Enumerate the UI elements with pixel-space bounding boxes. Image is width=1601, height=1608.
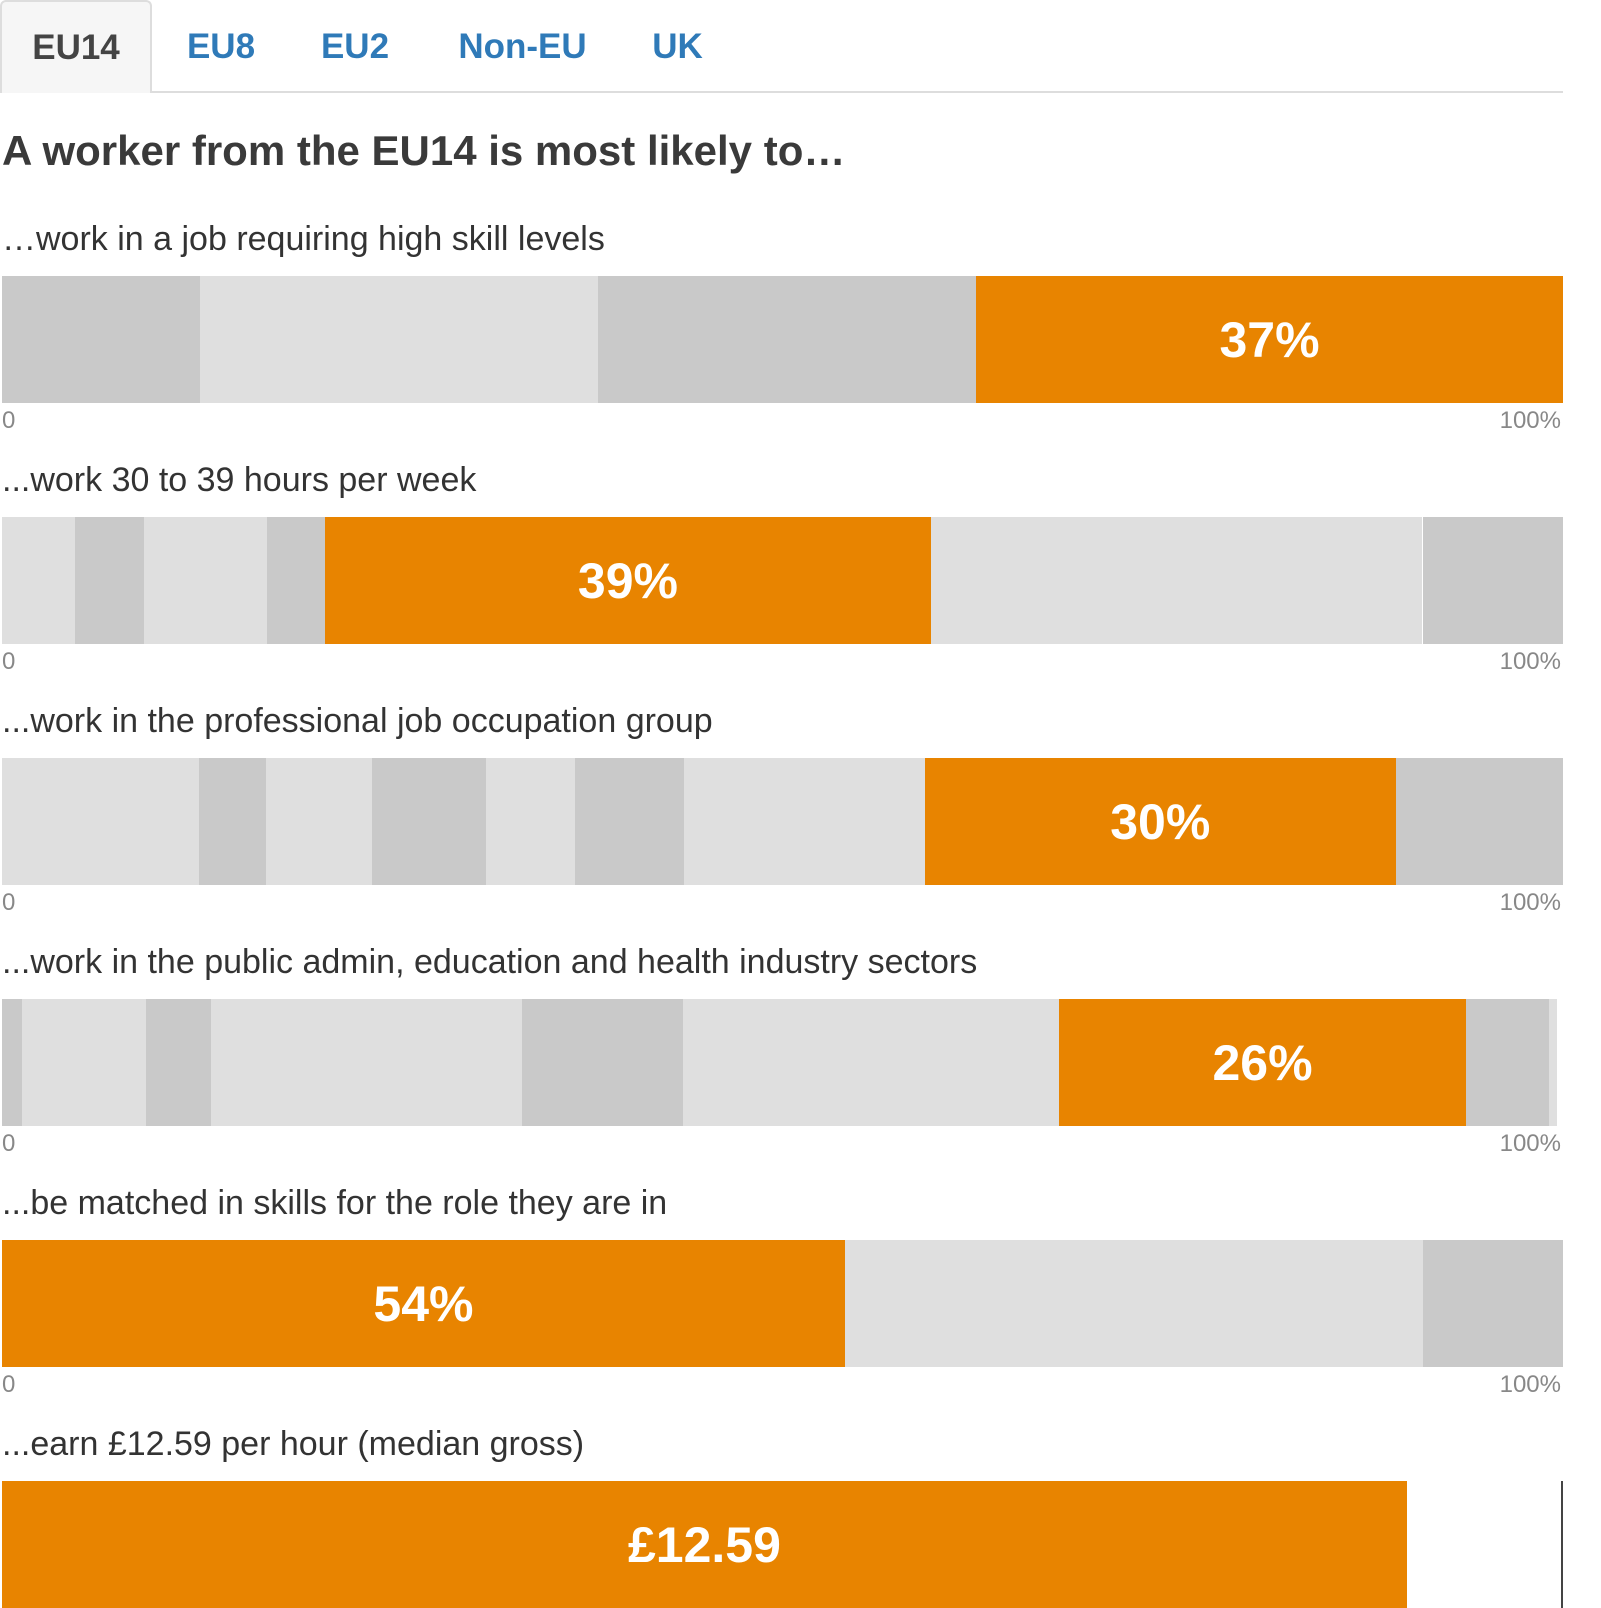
grey-segment	[2, 517, 76, 644]
tab-uk[interactable]: UK	[652, 26, 703, 66]
grey-segment	[75, 517, 145, 644]
scale-end-line	[1561, 1481, 1563, 1608]
row-label: …work in a job requiring high skill leve…	[2, 220, 605, 258]
stacked-bar: 39%	[2, 517, 1563, 644]
tab-eu8[interactable]: EU8	[186, 26, 256, 66]
stacked-bar: 37%	[2, 276, 1563, 403]
highlight-segment: 39%	[325, 517, 931, 644]
axis-max-label: 100%	[1499, 1371, 1561, 1398]
tab-eu2[interactable]: EU2	[320, 26, 390, 66]
grey-segment	[371, 758, 486, 885]
grey-segment	[1422, 517, 1563, 644]
grey-segment	[1466, 999, 1549, 1126]
grey-segment	[198, 758, 266, 885]
segment-value-label: 26%	[1212, 1034, 1313, 1091]
stacked-bar: 30%	[2, 758, 1563, 885]
grey-segment	[1548, 999, 1557, 1126]
grey-segment	[598, 276, 977, 403]
axis-min-label: 0	[2, 889, 16, 916]
tab-non-eu[interactable]: Non-EU	[458, 26, 587, 66]
grey-segment	[574, 758, 685, 885]
highlight-segment: 37%	[976, 276, 1563, 403]
grey-segment	[211, 999, 522, 1126]
grey-segment	[844, 1240, 1423, 1367]
stacked-bar: 54%	[2, 1240, 1563, 1367]
grey-segment	[485, 758, 575, 885]
grey-segment	[1395, 758, 1563, 885]
segment-value-label: £12.59	[627, 1516, 781, 1573]
tab-eu14[interactable]: EU14	[0, 0, 152, 93]
highlight-segment: 30%	[924, 758, 1396, 885]
grey-segment	[267, 517, 326, 644]
grey-segment	[144, 517, 268, 644]
segment-value-label: 54%	[373, 1275, 474, 1332]
axis-min-label: 0	[2, 648, 16, 675]
segment-value-label: 37%	[1219, 311, 1320, 368]
axis-max-label: 100%	[1499, 648, 1561, 675]
row-label: ...work in the public admin, education a…	[2, 943, 978, 981]
highlight-segment: £12.59	[2, 1481, 1407, 1608]
grey-segment	[265, 758, 372, 885]
axis-max-label: 100%	[1499, 1130, 1561, 1157]
grey-segment	[930, 517, 1423, 644]
grey-segment	[2, 276, 201, 403]
axis-min-label: 0	[2, 1130, 16, 1157]
grey-segment	[1422, 1240, 1563, 1367]
axis-min-label: 0	[2, 1371, 16, 1398]
highlight-segment: 54%	[2, 1240, 845, 1367]
region-tabs: EU14 EU8 EU2 Non-EU UK	[0, 0, 1563, 93]
chart-heading: A worker from the EU14 is most likely to…	[2, 127, 846, 174]
grey-segment	[145, 999, 212, 1126]
grey-segment	[682, 999, 1059, 1126]
grey-segment	[22, 999, 146, 1126]
grey-segment	[2, 999, 23, 1126]
stacked-bar: £12.59	[2, 1481, 1563, 1608]
axis-min-label: 0	[2, 407, 16, 434]
grey-segment	[521, 999, 683, 1126]
row-label: ...be matched in skills for the role the…	[2, 1184, 668, 1222]
row-label: ...work in the professional job occupati…	[2, 702, 713, 740]
segment-value-label: 30%	[1110, 793, 1211, 850]
stacked-bar: 26%	[2, 999, 1563, 1126]
highlight-segment: 26%	[1058, 999, 1467, 1126]
row-label: ...earn £12.59 per hour (median gross)	[2, 1425, 585, 1463]
row-label: ...work 30 to 39 hours per week	[2, 461, 477, 499]
grey-segment	[200, 276, 599, 403]
segment-value-label: 39%	[577, 552, 678, 609]
grey-segment	[2, 758, 199, 885]
axis-max-label: 100%	[1499, 889, 1561, 916]
axis-max-label: 100%	[1499, 407, 1561, 434]
grey-segment	[684, 758, 925, 885]
